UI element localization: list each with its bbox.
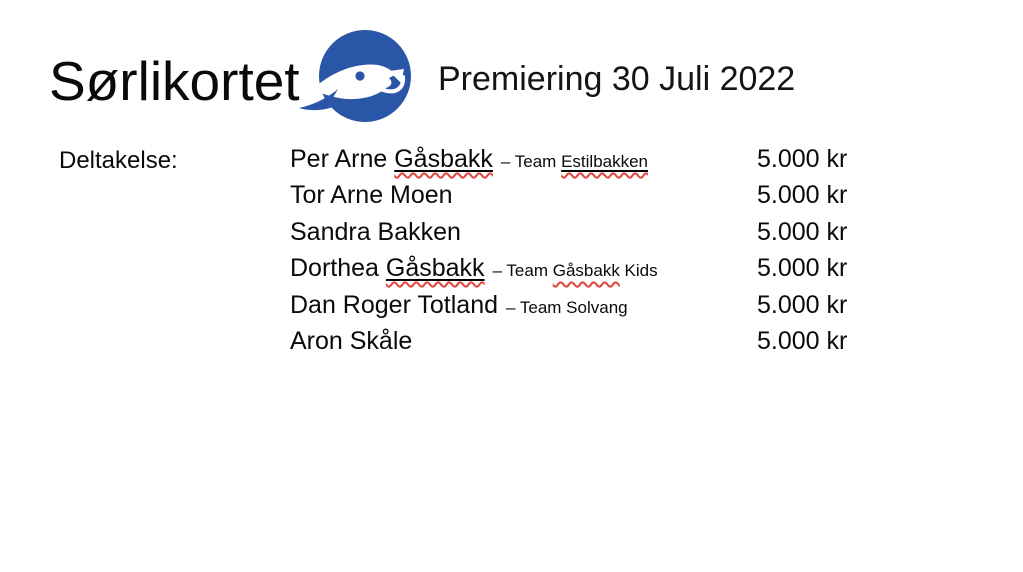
fish-tail-swoosh (299, 89, 344, 111)
prize-amount: 5.000 kr (757, 217, 848, 246)
name-text: Sandra Bakken (290, 217, 461, 246)
participant-row: Per Arne Gåsbakk – Team Estilbakken 5.000… (290, 141, 930, 177)
participant-row: Tor Arne Moen 5.000 kr (290, 177, 930, 213)
fish-body (313, 64, 395, 100)
misspelled-word-text: Gåsbakk (394, 145, 493, 173)
prize-amount: 5.000 kr (757, 290, 848, 319)
misspelled-word: Estilbakken (561, 152, 648, 171)
participant-name: Tor Arne Moen (290, 181, 453, 209)
fish-logo-icon (299, 30, 411, 122)
participant-name: Dorthea Gåsbakk (290, 254, 485, 282)
name-text: Per Arne (290, 145, 395, 173)
participant-name: Sandra Bakken (290, 218, 461, 246)
participant-name: Per Arne Gåsbakk (290, 145, 493, 173)
misspelled-word: Gåsbakk (386, 254, 485, 282)
name-text: Aron Skåle (290, 326, 413, 355)
participant-row: Sandra Bakken 5.000 kr (290, 214, 930, 250)
team-name: – Team Estilbakken (501, 152, 648, 171)
team-text: – Team Solvang (506, 297, 628, 317)
participant-row: Dorthea Gåsbakk – Team Gåsbakk Kids 5.000… (290, 250, 930, 286)
participant-name: Dan Roger Totland (290, 291, 498, 319)
fish-mouth-arrow-head (389, 69, 404, 83)
participant-row: Dan Roger Totland – Team Solvang 5.000 kr (290, 287, 930, 323)
participation-label: Deltakelse: (59, 147, 178, 174)
team-name: – Team Gåsbakk Kids (493, 261, 658, 280)
misspelled-word: Gåsbakk (553, 261, 620, 280)
slide-subtitle: Premiering 30 Juli 2022 (438, 60, 796, 98)
name-text: Tor Arne Moen (290, 181, 453, 210)
participant-name: Aron Skåle (290, 327, 412, 355)
misspelled-word: Gåsbakk (394, 145, 493, 173)
participant-list: Per Arne Gåsbakk – Team Estilbakken 5.000… (290, 141, 930, 359)
prize-amount: 5.000 kr (757, 254, 848, 283)
team-text: – Team (500, 152, 562, 171)
participant-row: Aron Skåle 5.000 kr (290, 323, 930, 359)
team-text: – Team (492, 261, 553, 281)
fish-mouth-arrow-curve (381, 75, 406, 94)
prize-amount: 5.000 kr (757, 145, 848, 173)
name-text: Dorthea (290, 254, 386, 283)
prize-amount: 5.000 kr (757, 181, 848, 210)
misspelled-word-text: Estilbakken (561, 152, 649, 171)
name-text: Dan Roger Totland (290, 290, 499, 319)
misspelled-word-text: Gåsbakk (552, 261, 620, 281)
team-name: – Team Solvang (506, 298, 628, 317)
misspelled-word-text: Gåsbakk (385, 254, 485, 283)
page-title: Sørlikortet (49, 50, 300, 112)
prize-amount: 5.000 kr (757, 326, 848, 355)
team-tail-text: Kids (619, 261, 658, 281)
fish-eye (355, 71, 365, 81)
